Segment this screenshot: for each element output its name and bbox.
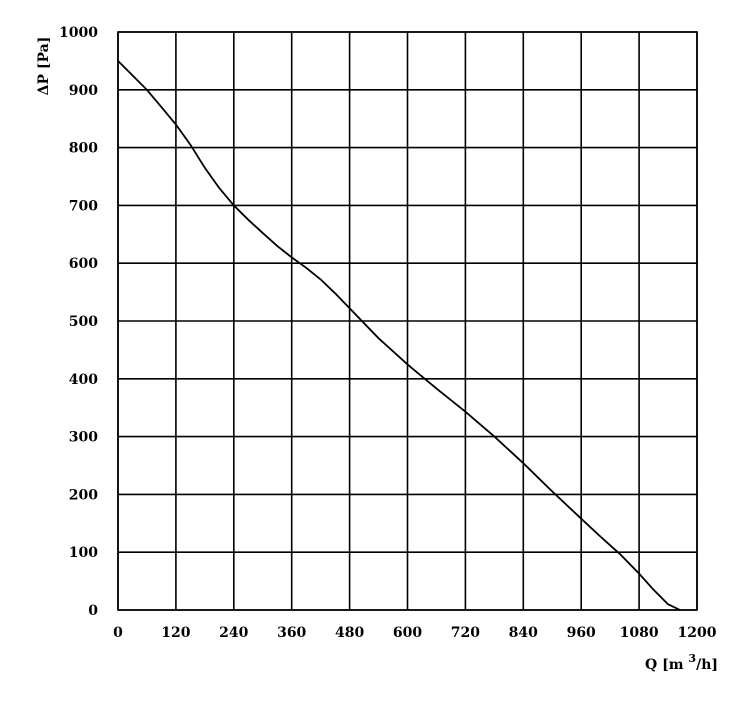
y-tick-label: 500 xyxy=(69,314,98,330)
x-tick-label: 600 xyxy=(393,625,422,641)
x-tick-label: 0 xyxy=(113,625,123,641)
x-axis-label: Q [m 3/h] xyxy=(645,652,718,673)
curve-group xyxy=(117,60,681,611)
x-tick-labels: 0 120 240 360 480 600 720 840 960 1080 1200 xyxy=(113,625,717,641)
y-tick-label: 100 xyxy=(69,545,98,561)
y-tick-label: 800 xyxy=(69,141,98,157)
x-axis-label-suffix: /h] xyxy=(696,657,718,673)
y-tick-label: 600 xyxy=(69,256,98,272)
plot-frame xyxy=(117,31,698,611)
x-axis-label-prefix: Q [m xyxy=(645,657,688,673)
y-tick-label: 900 xyxy=(69,83,98,99)
x-tick-label: 840 xyxy=(509,625,538,641)
x-tick-label: 1080 xyxy=(620,625,659,641)
y-tick-label: 1000 xyxy=(59,25,98,41)
y-tick-label: 0 xyxy=(88,603,98,619)
y-tick-labels: 0 100 200 300 400 500 600 700 800 900 1000 xyxy=(59,25,98,619)
x-tick-label: 120 xyxy=(161,625,190,641)
x-tick-label: 720 xyxy=(451,625,480,641)
y-tick-label: 200 xyxy=(69,487,98,503)
x-tick-label: 360 xyxy=(277,625,306,641)
x-axis-label-superscript: 3 xyxy=(688,652,696,665)
y-axis-label: ΔP [Pa] xyxy=(36,37,52,96)
x-tick-label: 960 xyxy=(567,625,596,641)
grid xyxy=(117,31,698,611)
x-tick-label: 1200 xyxy=(678,625,717,641)
x-tick-label: 240 xyxy=(219,625,248,641)
y-tick-label: 300 xyxy=(69,430,98,446)
y-tick-label: 400 xyxy=(69,372,98,388)
x-tick-label: 480 xyxy=(335,625,364,641)
y-tick-label: 700 xyxy=(69,198,98,214)
series-line xyxy=(117,60,681,611)
